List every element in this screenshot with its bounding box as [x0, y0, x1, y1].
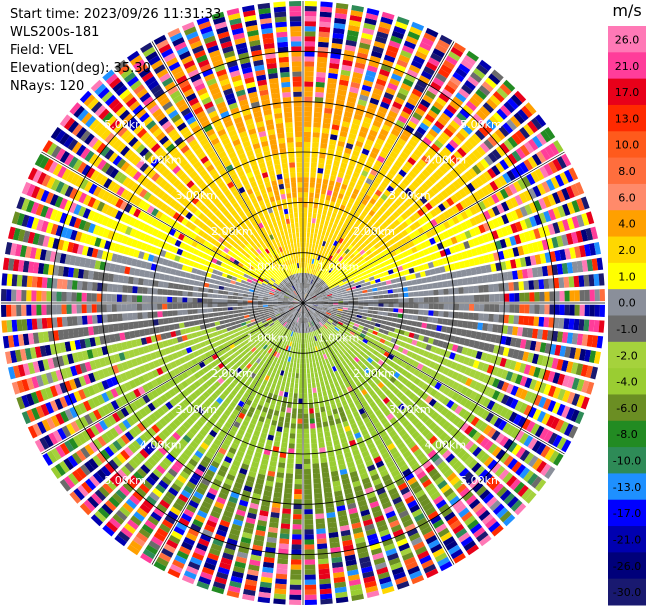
colorbar-bin [608, 236, 646, 264]
azimuth-spoke [302, 302, 565, 455]
azimuth-spoke [151, 41, 304, 304]
colorbar-tick-label: 2.0 [618, 244, 636, 257]
colorbar-tick-label: -21.0 [613, 534, 641, 547]
colorbar-bin [608, 183, 646, 211]
ring-label: 1.00km [318, 332, 360, 345]
ring-label: 2.00km [353, 225, 395, 238]
colorbar-tick-label: -30.0 [613, 586, 641, 599]
colorbar-tick-label: -6.0 [616, 402, 637, 415]
ring-label: 5.00km [104, 118, 146, 131]
colorbar-tick-label: 8.0 [618, 165, 636, 178]
colorbar-tick-label: 21.0 [615, 60, 640, 73]
colorbar-bin [608, 447, 646, 474]
colorbar-bin [608, 131, 646, 159]
colorbar-bin [608, 552, 646, 580]
colorbar-bin [608, 394, 646, 422]
azimuth-spoke [41, 151, 304, 304]
colorbar-bin [608, 210, 646, 238]
azimuth-spoke [302, 302, 455, 565]
ring-label: 5.00km [104, 474, 146, 487]
range-rings [1, 1, 605, 605]
azimuth-spoke [302, 151, 565, 304]
colorbar-bin [608, 157, 646, 185]
ring-label: 2.00km [353, 367, 395, 380]
colorbar-bin [608, 78, 646, 106]
colorbar-tick-label: -2.0 [616, 349, 637, 362]
ring-label: 1.00km [247, 332, 289, 345]
ring-label: 2.00km [211, 367, 253, 380]
colorbar-tick-label: -1.0 [616, 323, 637, 336]
ring-label: 4.00km [140, 438, 182, 451]
nrays-label: NRays: 120 [10, 79, 85, 94]
ring-label: 4.00km [425, 154, 467, 167]
colorbar-tick-label: 4.0 [618, 218, 636, 231]
azimuth-spoke [302, 41, 455, 304]
colorbar-tick-label: -13.0 [613, 481, 641, 494]
colorbar-tick-label: 17.0 [615, 86, 640, 99]
colorbar-bin [608, 341, 646, 369]
colorbar-tick-label: -8.0 [616, 428, 637, 441]
colorbar-tick-label: -4.0 [616, 376, 637, 389]
instrument-label: WLS200s-181 [10, 25, 100, 40]
colorbar-tick-label: -10.0 [613, 455, 641, 468]
colorbar-units-label: m/s [612, 1, 641, 20]
ring-label: 3.00km [389, 403, 431, 416]
colorbar-bin [608, 420, 646, 448]
ring-label: 4.00km [140, 154, 182, 167]
colorbar-bin [608, 473, 646, 501]
colorbar-bin [608, 578, 646, 606]
ring-label: 1.00km [318, 260, 360, 273]
colorbar-tick-label: 6.0 [618, 191, 636, 204]
colorbar-bin [608, 262, 646, 290]
ring-label: 5.00km [460, 118, 502, 131]
colorbar-tick-label: 13.0 [615, 112, 640, 125]
colorbar-bin [608, 52, 646, 80]
elevation-label: Elevation(deg): 35.30 [10, 61, 151, 76]
colorbar-tick-label: 26.0 [615, 33, 640, 46]
colorbar-bin [608, 368, 646, 395]
colorbar-bin [608, 289, 646, 316]
azimuth-spoke [41, 302, 304, 455]
colorbar-tick-label: 0.0 [618, 297, 636, 310]
colorbar-bin [608, 315, 646, 343]
colorbar-tick-label: -17.0 [613, 507, 641, 520]
colorbar-bin [608, 104, 646, 132]
start-time-label: Start time: 2023/09/26 11:31:33 [10, 7, 222, 22]
colorbar-bin [608, 26, 646, 53]
colorbar-tick-label: 1.0 [618, 270, 636, 283]
azimuth-spoke [151, 302, 304, 565]
colorbar-bin [608, 526, 646, 553]
colorbar-tick-label: -26.0 [613, 560, 641, 573]
ring-label: 4.00km [425, 438, 467, 451]
colorbar-tick-label: 10.0 [615, 139, 640, 152]
ring-labels: 1.00km 1.00km 1.00km 1.00km 2.00km 2.00km 2.00… [104, 118, 501, 487]
ring-label: 3.00km [175, 189, 217, 202]
ring-label: 3.00km [389, 189, 431, 202]
field-label: Field: VEL [10, 43, 73, 58]
ring-label: 5.00km [460, 474, 502, 487]
ring-label: 1.00km [247, 260, 289, 273]
ring-label: 2.00km [211, 225, 253, 238]
colorbar-bin [608, 499, 646, 527]
ring-label: 3.00km [175, 403, 217, 416]
